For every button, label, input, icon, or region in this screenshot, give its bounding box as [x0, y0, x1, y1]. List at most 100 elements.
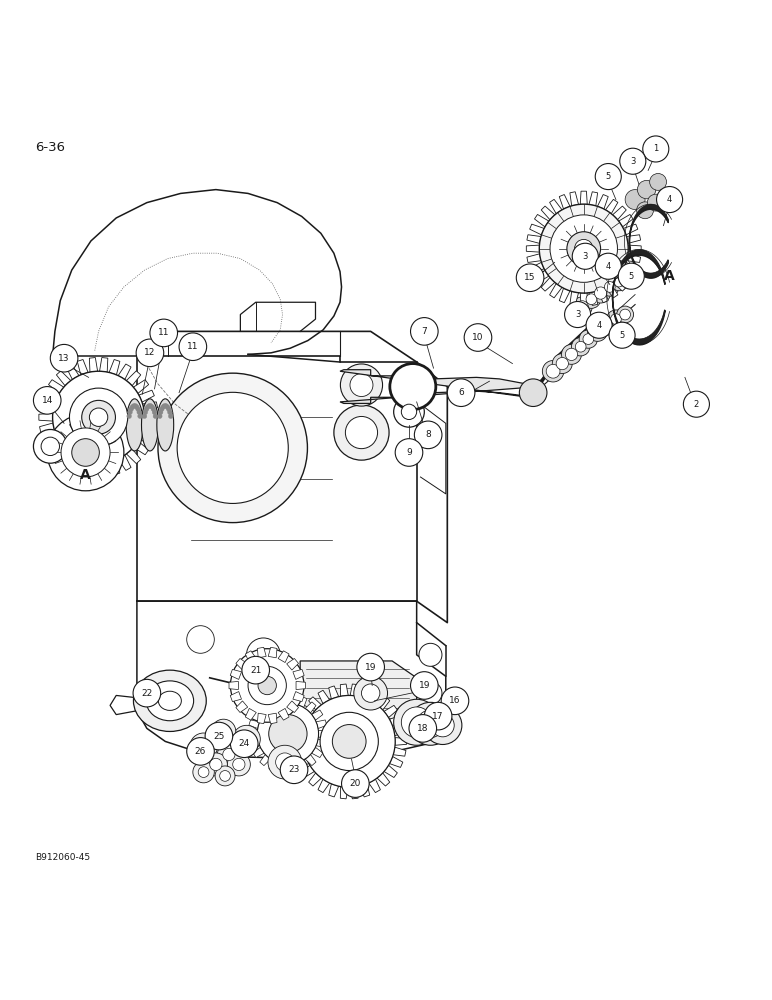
- Circle shape: [432, 714, 454, 737]
- Text: 19: 19: [418, 681, 430, 690]
- Circle shape: [143, 410, 147, 415]
- Circle shape: [136, 339, 164, 367]
- Text: 4: 4: [606, 262, 611, 271]
- Text: 3: 3: [630, 157, 635, 166]
- Polygon shape: [90, 462, 97, 477]
- Circle shape: [618, 263, 645, 289]
- Polygon shape: [318, 779, 330, 793]
- Circle shape: [395, 439, 423, 466]
- Polygon shape: [245, 651, 256, 663]
- Polygon shape: [143, 423, 157, 433]
- Polygon shape: [66, 455, 79, 470]
- Circle shape: [248, 666, 286, 705]
- Polygon shape: [249, 720, 259, 729]
- Circle shape: [656, 187, 682, 213]
- Circle shape: [258, 676, 276, 695]
- Polygon shape: [613, 206, 626, 220]
- Circle shape: [196, 739, 212, 754]
- Circle shape: [242, 656, 269, 684]
- Circle shape: [409, 715, 437, 742]
- Text: 15: 15: [524, 273, 536, 282]
- Text: B912060-45: B912060-45: [35, 853, 90, 862]
- Circle shape: [144, 407, 149, 411]
- Polygon shape: [260, 702, 271, 713]
- Polygon shape: [623, 262, 638, 273]
- Circle shape: [69, 388, 127, 446]
- Polygon shape: [253, 710, 264, 720]
- Circle shape: [550, 215, 618, 282]
- Circle shape: [591, 325, 604, 338]
- Circle shape: [142, 414, 147, 418]
- Polygon shape: [257, 713, 266, 724]
- Polygon shape: [598, 195, 608, 209]
- Circle shape: [152, 410, 157, 415]
- Circle shape: [638, 180, 655, 199]
- Text: 6: 6: [459, 388, 464, 397]
- Circle shape: [419, 643, 442, 666]
- Polygon shape: [245, 708, 256, 720]
- Polygon shape: [42, 390, 58, 402]
- Circle shape: [129, 407, 134, 411]
- Polygon shape: [530, 224, 544, 235]
- Circle shape: [230, 730, 258, 758]
- Circle shape: [576, 301, 588, 313]
- Circle shape: [411, 672, 438, 699]
- Polygon shape: [581, 293, 587, 306]
- Text: 12: 12: [144, 348, 156, 357]
- Ellipse shape: [158, 373, 307, 523]
- Polygon shape: [49, 380, 64, 393]
- Circle shape: [136, 407, 141, 411]
- Circle shape: [361, 684, 380, 702]
- Circle shape: [158, 410, 163, 415]
- Polygon shape: [350, 684, 358, 696]
- Circle shape: [516, 264, 544, 292]
- Ellipse shape: [345, 416, 378, 449]
- Circle shape: [586, 294, 597, 305]
- Text: 5: 5: [606, 172, 611, 181]
- Polygon shape: [340, 370, 540, 403]
- Circle shape: [52, 371, 144, 463]
- Polygon shape: [618, 214, 633, 227]
- Circle shape: [520, 379, 547, 406]
- Circle shape: [150, 405, 154, 409]
- Polygon shape: [312, 710, 323, 720]
- Circle shape: [572, 243, 598, 269]
- Polygon shape: [527, 235, 541, 243]
- Ellipse shape: [334, 405, 389, 460]
- Polygon shape: [570, 192, 578, 206]
- Ellipse shape: [157, 399, 174, 451]
- Circle shape: [257, 703, 319, 764]
- Circle shape: [218, 743, 240, 766]
- Circle shape: [624, 273, 633, 282]
- Polygon shape: [550, 199, 562, 214]
- Circle shape: [193, 761, 215, 783]
- Circle shape: [648, 194, 664, 211]
- Circle shape: [147, 404, 151, 408]
- Circle shape: [333, 725, 366, 758]
- Circle shape: [269, 715, 307, 753]
- Polygon shape: [230, 669, 242, 679]
- Polygon shape: [293, 747, 305, 756]
- Polygon shape: [350, 787, 358, 799]
- Text: 4: 4: [667, 195, 672, 204]
- Polygon shape: [230, 692, 242, 702]
- Text: 9: 9: [406, 448, 412, 457]
- Polygon shape: [605, 284, 618, 298]
- Text: 4: 4: [597, 321, 601, 330]
- Polygon shape: [268, 713, 277, 724]
- Polygon shape: [248, 730, 257, 737]
- Ellipse shape: [134, 670, 206, 731]
- Text: A: A: [664, 269, 675, 283]
- Circle shape: [168, 414, 173, 418]
- Circle shape: [390, 364, 436, 410]
- Circle shape: [620, 309, 631, 320]
- Circle shape: [41, 437, 59, 456]
- Polygon shape: [393, 727, 406, 736]
- Polygon shape: [312, 747, 323, 758]
- Circle shape: [401, 707, 432, 738]
- Polygon shape: [534, 214, 549, 227]
- Circle shape: [341, 770, 369, 797]
- Text: 18: 18: [417, 724, 428, 733]
- Circle shape: [447, 379, 475, 406]
- Text: 3: 3: [583, 252, 588, 261]
